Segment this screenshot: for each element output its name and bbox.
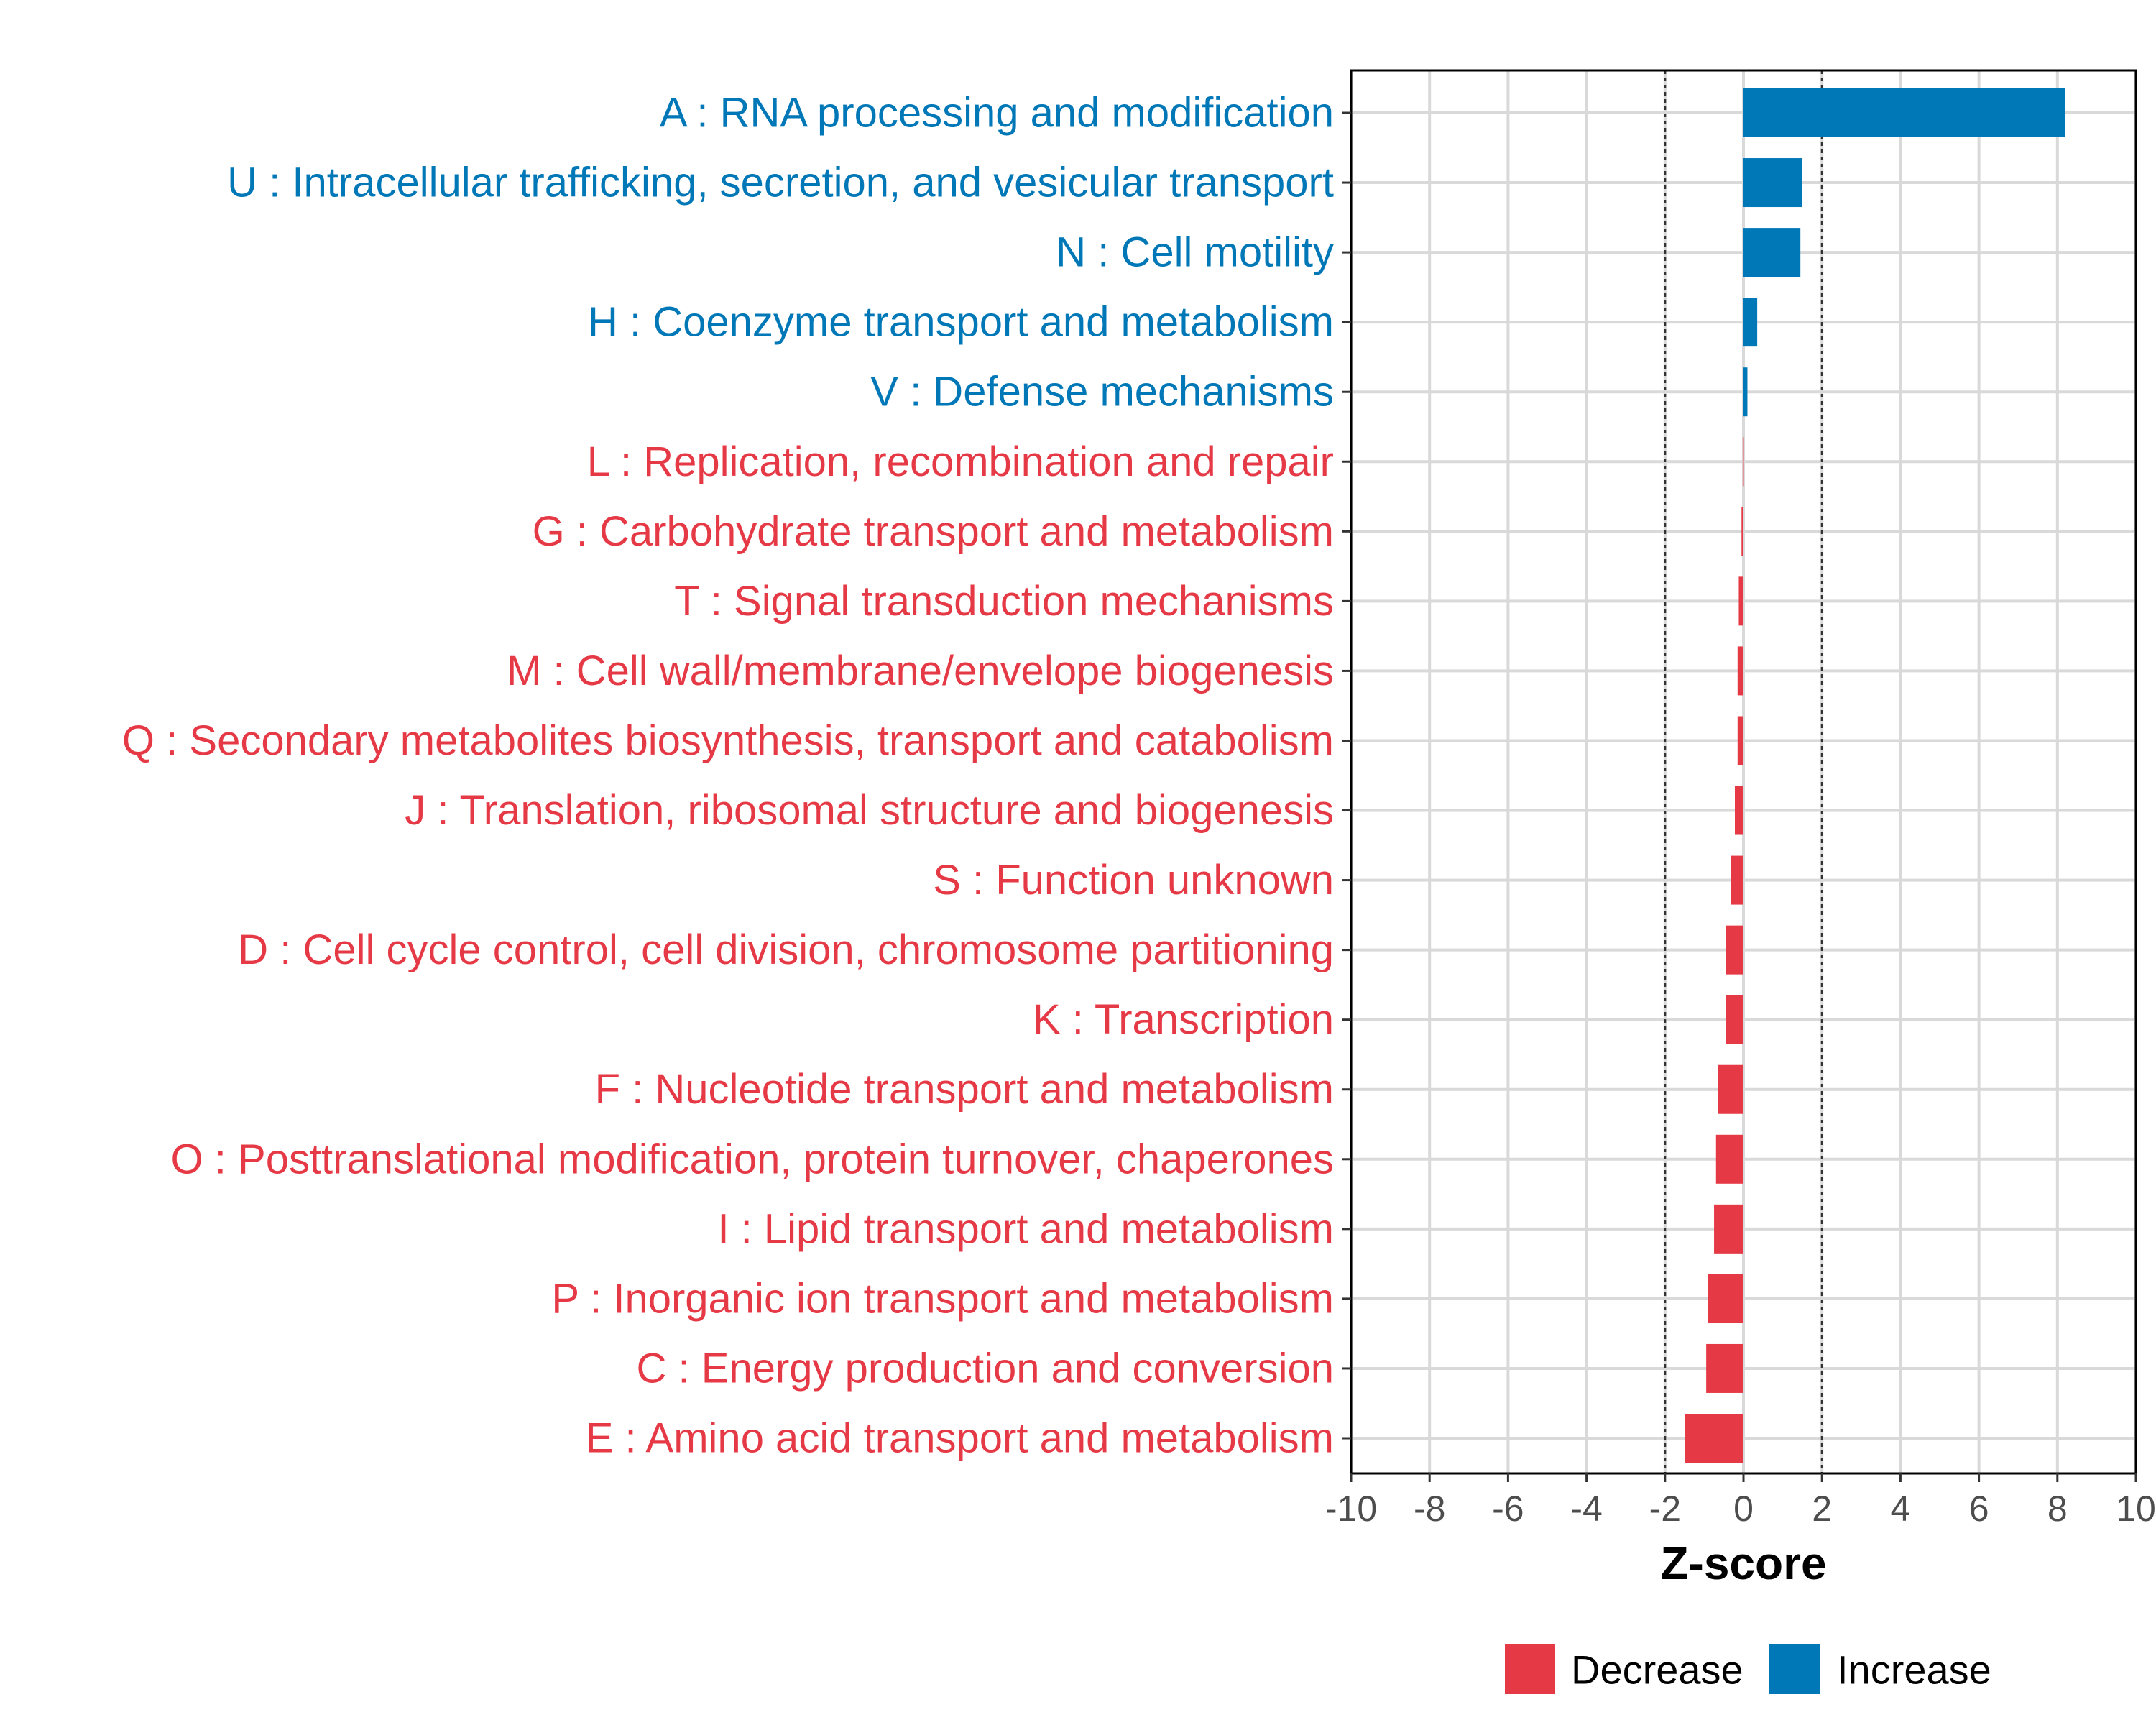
bar xyxy=(1743,88,2065,137)
bar xyxy=(1743,228,1801,277)
x-axis-title: Z-score xyxy=(1660,1537,1826,1589)
x-tick-label: -8 xyxy=(1414,1489,1445,1529)
bar xyxy=(1743,298,1758,347)
category-label: H : Coenzyme transport and metabolism xyxy=(588,299,1334,346)
category-label: I : Lipid transport and metabolism xyxy=(717,1205,1334,1252)
bar xyxy=(1685,1414,1743,1463)
category-label: J : Translation, ribosomal structure and… xyxy=(405,787,1334,834)
category-label: A : RNA processing and modification xyxy=(660,90,1334,137)
bars xyxy=(1685,88,2065,1463)
category-label: Q : Secondary metabolites biosynthesis, … xyxy=(122,717,1334,764)
x-tick-label: -2 xyxy=(1649,1489,1681,1529)
bar xyxy=(1737,646,1743,696)
category-label: T : Signal transduction mechanisms xyxy=(674,578,1334,625)
category-label: N : Cell motility xyxy=(1056,229,1334,276)
category-label: K : Transcription xyxy=(1033,996,1334,1043)
category-label: E : Amino acid transport and metabolism xyxy=(586,1415,1334,1462)
bar xyxy=(1708,1274,1743,1323)
legend-label: Increase xyxy=(1837,1647,1991,1693)
x-tick-label: 6 xyxy=(1969,1489,1989,1529)
category-label: D : Cell cycle control, cell division, c… xyxy=(238,926,1334,973)
x-tick-label: -6 xyxy=(1492,1489,1524,1529)
x-axis-ticks: -10 -8 -6 -4 -2 0 2 4 6 8 10 xyxy=(1325,1473,2156,1529)
x-tick-label: -4 xyxy=(1570,1489,1602,1529)
category-label: F : Nucleotide transport and metabolism xyxy=(595,1066,1334,1113)
bar xyxy=(1738,576,1743,626)
category-label: P : Inorganic ion transport and metaboli… xyxy=(551,1275,1334,1322)
x-tick-label: 0 xyxy=(1733,1489,1754,1529)
legend-label: Decrease xyxy=(1571,1647,1743,1693)
bar xyxy=(1714,1204,1743,1254)
x-tick-label: -10 xyxy=(1325,1489,1377,1529)
bar xyxy=(1734,786,1743,835)
bar xyxy=(1731,855,1743,905)
category-label: V : Defense mechanisms xyxy=(870,369,1334,415)
category-label: S : Function unknown xyxy=(933,857,1334,903)
x-tick-label: 2 xyxy=(1812,1489,1832,1529)
bar xyxy=(1715,1134,1743,1184)
category-label: L : Replication, recombination and repai… xyxy=(587,438,1334,485)
category-label: U : Intracellular trafficking, secretion… xyxy=(227,160,1334,206)
bar xyxy=(1743,158,1802,208)
legend-swatch xyxy=(1505,1644,1555,1694)
x-tick-label: 8 xyxy=(2047,1489,2068,1529)
bar xyxy=(1726,925,1743,975)
bar xyxy=(1737,716,1743,765)
bar xyxy=(1742,437,1744,487)
bar xyxy=(1718,1064,1743,1114)
bar xyxy=(1743,367,1748,417)
bar xyxy=(1706,1343,1743,1393)
category-labels: A : RNA processing and modification U : I… xyxy=(122,90,1334,1462)
category-label: G : Carbohydrate transport and metabolis… xyxy=(533,508,1334,555)
legend-swatch xyxy=(1769,1644,1820,1694)
x-tick-label: 10 xyxy=(2116,1489,2156,1529)
y-axis-ticks xyxy=(1342,111,1351,1440)
bar xyxy=(1741,507,1743,556)
category-label: O : Posttranslational modification, prot… xyxy=(171,1136,1334,1182)
x-tick-label: 4 xyxy=(1890,1489,1910,1529)
category-label: C : Energy production and conversion xyxy=(637,1345,1334,1392)
category-label: M : Cell wall/membrane/envelope biogenes… xyxy=(507,648,1334,694)
bar xyxy=(1726,995,1743,1044)
legend: Decrease Increase xyxy=(1505,1644,1991,1694)
